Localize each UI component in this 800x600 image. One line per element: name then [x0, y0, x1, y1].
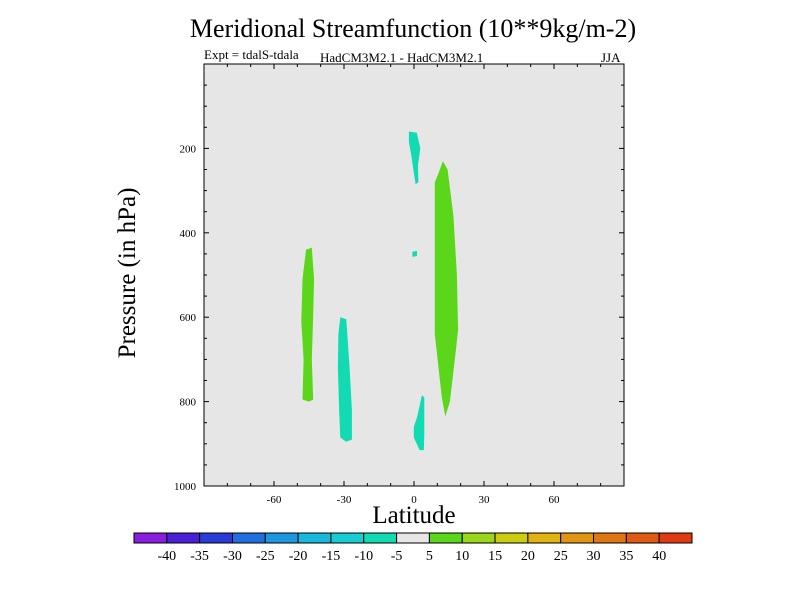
negative-region-4 [413, 395, 425, 451]
colorbar-label: -35 [190, 549, 209, 564]
colorbar-swatch [133, 532, 168, 544]
colorbar-label: 15 [488, 549, 502, 564]
colorbar-swatch [658, 532, 693, 544]
colorbar-swatch [560, 532, 595, 544]
colorbar-label: -25 [256, 549, 275, 564]
colorbar-label: -40 [157, 549, 176, 564]
x-tick-label: 0 [411, 494, 417, 506]
colorbar-label: 30 [587, 549, 601, 564]
colorbar-label: -15 [322, 549, 341, 564]
colorbar-label: 20 [521, 549, 535, 564]
x-axis-label: Latitude [372, 502, 456, 529]
x-tick-label: 60 [549, 494, 561, 506]
y-tick-label: 400 [180, 228, 197, 240]
colorbar-swatch [527, 532, 562, 544]
negative-region-1 [337, 317, 352, 442]
x-tick-label: -30 [337, 494, 352, 506]
colorbar-swatch [625, 532, 660, 544]
colorbar-swatch [494, 532, 529, 544]
colorbar-label: 35 [619, 549, 633, 564]
colorbar-swatch [363, 532, 398, 544]
colorbar-label: -20 [289, 549, 308, 564]
season-label: JJA [601, 50, 621, 65]
y-tick-label: 800 [180, 397, 197, 409]
colorbar-swatch [396, 532, 430, 544]
colorbar-swatch [199, 532, 233, 544]
colorbar-swatch [593, 532, 627, 544]
y-tick-label: 1000 [174, 481, 197, 493]
colorbar-swatch [231, 532, 266, 544]
colorbar-label: -5 [391, 549, 403, 564]
colorbar-swatch [428, 532, 463, 544]
colorbar-swatch [166, 532, 201, 544]
negative-region-2 [408, 131, 421, 185]
negative-region-3 [412, 250, 417, 257]
colorbar-label: -30 [223, 549, 242, 564]
colorbar-label: 40 [652, 549, 666, 564]
colorbar-label: 25 [554, 549, 568, 564]
colorbar-swatch [330, 532, 365, 544]
positive-region-2 [434, 161, 459, 417]
colorbar-label: 5 [426, 549, 433, 564]
experiment-label: Expt = tdalS-tdala [204, 47, 299, 62]
colorbar-swatch [461, 532, 496, 544]
colorbar-label: 10 [455, 549, 469, 564]
chart-title: Meridional Streamfunction (10**9kg/m-2) [189, 14, 637, 43]
x-tick-label: -60 [267, 494, 282, 506]
colorbar-label: -10 [354, 549, 373, 564]
x-tick-label: 30 [479, 494, 491, 506]
plot-background [204, 64, 624, 486]
colorbar-swatch [297, 532, 332, 544]
positive-region-1 [301, 247, 315, 402]
y-tick-label: 200 [180, 143, 197, 155]
model-label: HadCM3M2.1 - HadCM3M2.1 [320, 50, 484, 65]
colorbar-swatch [264, 532, 299, 544]
y-tick-label: 600 [180, 312, 197, 324]
